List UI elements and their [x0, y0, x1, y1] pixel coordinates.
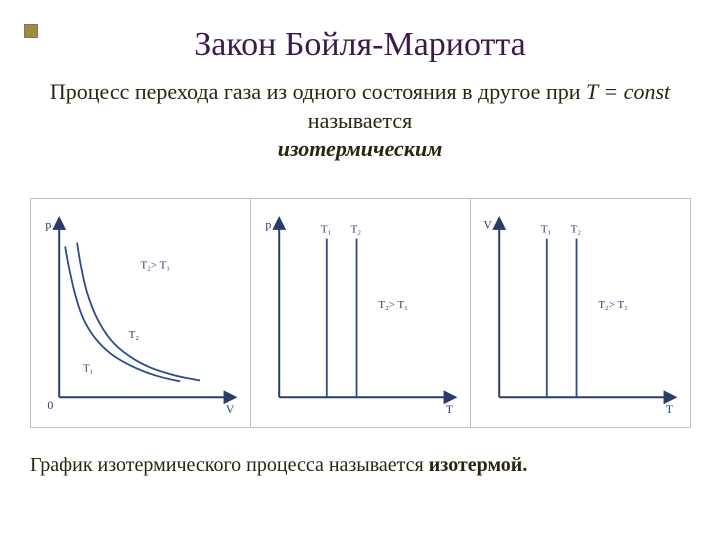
pv-relation: T₂> T₁: [140, 259, 170, 271]
subtitle-keyword: изотермическим: [278, 136, 443, 161]
pt-line1-label: T₁: [320, 224, 331, 236]
panel-pv: p V 0 T₁ T₂ T₂> T₁: [30, 198, 251, 428]
pv-curve1-label: T₁: [83, 362, 94, 374]
subtitle-eq: T = const: [586, 79, 670, 104]
pt-line2-label: T₂: [350, 224, 361, 236]
panel-vt: V T T₁ T₂ T₂> T₁: [470, 198, 691, 428]
subtitle-pre: Процесс перехода газа из одного состояни…: [50, 79, 586, 104]
vt-line2-label: T₂: [570, 224, 581, 236]
vt-chart: V T T₁ T₂ T₂> T₁: [471, 199, 690, 427]
vt-line1-label: T₁: [540, 224, 551, 236]
pv-xlabel: V: [225, 402, 234, 416]
diagram-panels: p V 0 T₁ T₂ T₂> T₁ p T T₁ T₂ T₂> T₁: [30, 198, 690, 428]
pv-curve-2: [77, 243, 200, 381]
caption-pre: График изотермического процесса называет…: [30, 454, 429, 476]
vt-xlabel: T: [665, 402, 673, 416]
slide-subtitle: Процесс перехода газа из одного состояни…: [40, 78, 680, 164]
panel-pt: p T T₁ T₂ T₂> T₁: [250, 198, 471, 428]
caption: График изотермического процесса называет…: [30, 454, 690, 477]
slide-title: Закон Бойля-Мариотта: [0, 26, 720, 64]
pv-curve2-label: T₂: [128, 329, 139, 341]
pt-xlabel: T: [445, 402, 453, 416]
pv-chart: p V 0 T₁ T₂ T₂> T₁: [31, 199, 250, 427]
pv-origin: 0: [47, 398, 53, 412]
vt-relation: T₂> T₁: [598, 299, 628, 311]
pv-ylabel: p: [45, 218, 51, 232]
pt-ylabel: p: [265, 218, 271, 232]
vt-ylabel: V: [483, 218, 492, 232]
caption-bold: изотермой.: [429, 454, 528, 476]
subtitle-mid: называется: [308, 108, 412, 133]
pt-relation: T₂> T₁: [378, 299, 408, 311]
pt-chart: p T T₁ T₂ T₂> T₁: [251, 199, 470, 427]
